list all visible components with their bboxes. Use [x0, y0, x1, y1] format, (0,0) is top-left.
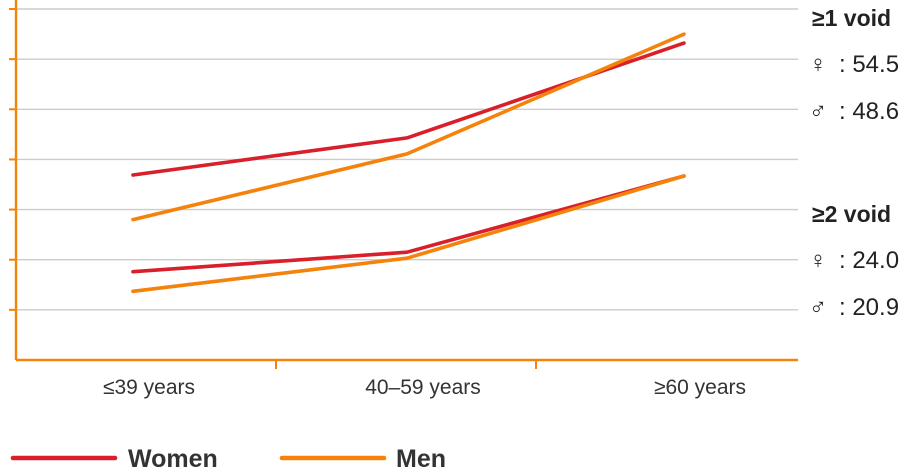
x-tick-label: ≥60 years: [654, 376, 746, 399]
series-line-women: [131, 174, 686, 274]
female-symbol-icon: ♀: [809, 51, 827, 78]
female-symbol-icon: ♀: [809, 247, 827, 274]
annotation-value: : 48.6: [839, 98, 899, 125]
x-tick-label: 40–59 years: [365, 376, 481, 399]
annotation-value: : 20.9: [839, 294, 899, 321]
x-tick-label: ≤39 years: [103, 376, 195, 399]
series-lines: [131, 32, 686, 294]
gridlines: [16, 8, 798, 311]
male-symbol-icon: ♂: [809, 294, 827, 321]
annotation-title: ≥2 void: [812, 201, 891, 227]
annotation-panel: ≥1 void ♀ : 54.5 ♂ : 48.6 ≥2 void ♀ : 24.0 ♂ : 20…: [809, 5, 899, 321]
legend-label-men: Men: [396, 445, 446, 472]
annotation-title: ≥1 void: [812, 5, 891, 31]
male-symbol-icon: ♂: [809, 98, 827, 125]
legend-label-women: Women: [128, 445, 218, 472]
annotation-value: : 54.5: [839, 51, 899, 78]
x-axis-tick-labels: ≤39 years 40–59 years ≥60 years: [103, 376, 746, 399]
series-line-men: [131, 174, 686, 294]
series-line-men: [131, 32, 686, 222]
axes: [9, 0, 798, 369]
legend: Women Men: [10, 445, 446, 472]
annotation-value: : 24.0: [839, 247, 899, 274]
